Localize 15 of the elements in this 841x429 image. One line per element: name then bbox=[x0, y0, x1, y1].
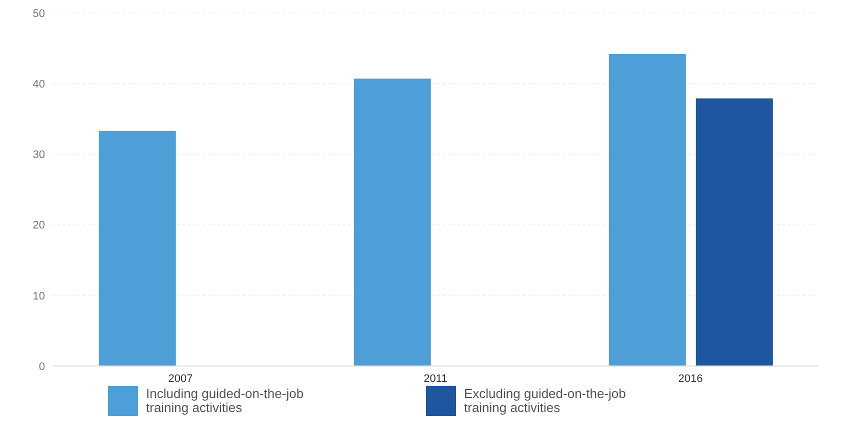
bar bbox=[98, 130, 176, 366]
legend-label: Including guided-on-the-job training activities bbox=[146, 386, 305, 415]
legend-label: Excluding guided-on-the-job training activities bbox=[464, 386, 627, 415]
x-tick-label: 2016 bbox=[678, 372, 703, 385]
x-tick-label: 2007 bbox=[168, 372, 193, 385]
y-tick-label: 40 bbox=[32, 78, 45, 91]
bar bbox=[354, 78, 431, 366]
y-tick-label: 30 bbox=[32, 149, 45, 162]
y-tick-label: 20 bbox=[32, 220, 45, 232]
bar bbox=[608, 54, 686, 366]
bar bbox=[696, 98, 773, 366]
y-tick-label: 0 bbox=[38, 360, 45, 373]
x-tick-label: 2011 bbox=[424, 372, 448, 385]
y-tick-label: 50 bbox=[32, 8, 45, 20]
y-tick-label: 10 bbox=[32, 290, 45, 302]
